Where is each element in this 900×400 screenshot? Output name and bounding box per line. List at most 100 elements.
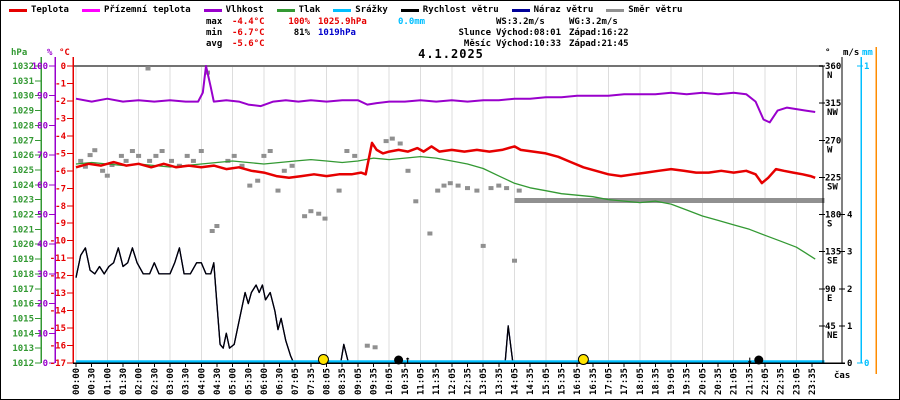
- direction-tick-label: 180: [825, 211, 841, 221]
- x-tick-label: 02:30: [150, 368, 160, 395]
- direction-tick-label: 270: [825, 136, 841, 146]
- x-tick-label: 08:35: [338, 368, 348, 395]
- x-tick-label: 17:05: [604, 368, 614, 395]
- humidity-tick-label: 60: [37, 181, 48, 191]
- x-axis-name: čas: [834, 371, 851, 381]
- pressure-tick-label: 1027: [12, 136, 34, 146]
- x-tick-label: 20:05: [698, 368, 708, 395]
- wind-direction-dot: [123, 158, 129, 163]
- x-tick-label: 16:05: [573, 368, 583, 395]
- wind-direction-dot: [82, 164, 88, 169]
- legend-item-teplota: Teplota: [9, 5, 69, 15]
- smer-vetru-line-swatch-icon: [606, 8, 625, 12]
- x-tick-label: 12:05: [448, 368, 458, 395]
- wind-direction-dot: [316, 211, 322, 216]
- pressure-tick-label: 1012: [12, 359, 34, 369]
- vlhkost-line-swatch-icon: [203, 8, 222, 12]
- tlak-line: [75, 155, 816, 260]
- direction-tick-label: 225: [825, 173, 841, 183]
- wind-tick-label: 2: [847, 285, 852, 295]
- wind-direction-dot: [100, 168, 106, 173]
- legend-item-tlak: Tlak: [276, 5, 321, 15]
- wind-direction-dot: [465, 186, 470, 191]
- temperature-tick-label: -10: [50, 237, 66, 247]
- rychlost-v-tru-line: [75, 247, 825, 364]
- wind-direction-dot: [455, 183, 461, 188]
- temperature-tick-label: -7: [55, 184, 66, 194]
- legend-item-srazky: Srážky: [333, 5, 388, 15]
- direction-letter-label: NW: [827, 108, 838, 118]
- x-tick-label: 22:35: [777, 368, 787, 395]
- wind-direction-dot: [184, 153, 190, 158]
- x-tick-label: 16:35: [589, 368, 599, 395]
- wind-direction-dot: [198, 149, 204, 153]
- stats-row-max: max -4.4°C 100% 1025.9hPa 0.0mm: [206, 17, 425, 28]
- stats-row-wind: WS:3.2m/s WG:3.2m/s: [449, 17, 629, 28]
- wind-direction-dot: [104, 173, 110, 178]
- legend-label: Vlhkost: [225, 5, 264, 15]
- humidity-axis-header: %: [47, 48, 53, 58]
- x-tick-label: 10:05: [385, 368, 395, 395]
- min-pressure: 1019hPa: [318, 28, 356, 38]
- wind-direction-dot: [383, 139, 389, 144]
- temperature-tick-label: 0: [61, 62, 66, 72]
- pressure-tick-label: 1029: [12, 107, 34, 117]
- direction-letter-label: SW: [827, 182, 838, 192]
- wind-direction-dot: [190, 158, 196, 163]
- wind-direction-dot: [169, 158, 174, 163]
- wind-direction-dot: [289, 163, 295, 168]
- direction-letter-label: W: [827, 145, 833, 155]
- wind-direction-dot: [488, 186, 494, 191]
- legend-label: Teplota: [31, 5, 69, 15]
- rychlost-vetru-line-swatch-icon: [400, 8, 419, 12]
- legend-label: Tlak: [298, 5, 321, 15]
- x-tick-label: 09:35: [370, 368, 380, 395]
- wind-direction-dot: [209, 229, 215, 233]
- wind-direction-dot: [147, 158, 153, 163]
- wind-direction-dot: [78, 158, 84, 163]
- wind-direction-dot: [364, 343, 370, 348]
- pressure-tick-label: 1023: [12, 196, 34, 206]
- x-tick-label: 18:35: [651, 368, 661, 395]
- temperature-tick-label: -8: [55, 202, 66, 212]
- wind-direction-dot: [352, 153, 358, 158]
- stats-row-avg: avg -5.6°C: [206, 39, 425, 50]
- wind-direction-dot: [136, 153, 142, 158]
- teplota-line-swatch-icon: [9, 8, 27, 12]
- x-tick-label: 08:05: [323, 368, 333, 395]
- pressure-tick-label: 1021: [12, 225, 34, 235]
- chart-date-title: 4.1.2025: [418, 47, 484, 61]
- min-temperature: -6.7°C: [232, 28, 265, 38]
- wind-direction-dot: [261, 153, 267, 158]
- x-tick-label: 04:00: [197, 368, 207, 395]
- x-tick-label: 14:35: [526, 368, 536, 395]
- wind-sun-moon-info: WS:3.2m/s WG:3.2m/s Slunce Východ:08:01 Záp…: [449, 17, 629, 50]
- temperature-tick-label: -6: [55, 167, 66, 177]
- rain-axis-header: mm: [862, 48, 873, 58]
- direction-tick-label: 360: [825, 62, 841, 72]
- avg-label: avg: [206, 39, 223, 49]
- x-tick-label: 21:05: [730, 368, 740, 395]
- wind-speed-max: WS:3.2m/s: [496, 17, 545, 27]
- x-tick-label: 13:05: [479, 368, 489, 395]
- wind-direction-dot: [247, 183, 253, 188]
- direction-tick-label: 45: [825, 322, 836, 332]
- x-tick-label: 00:00: [72, 368, 82, 395]
- direction-letter-label: SE: [827, 257, 838, 267]
- x-tick-label: 01:00: [103, 368, 113, 395]
- wind-direction-dot: [255, 178, 261, 183]
- wind-direction-dot: [118, 153, 124, 158]
- x-tick-label: 19:35: [683, 368, 693, 395]
- wind-direction-dot: [159, 149, 165, 153]
- legend-item-vlhkost: Vlhkost: [203, 5, 264, 15]
- x-tick-label: 13:35: [495, 368, 505, 395]
- sunset-sun-icon: [577, 354, 589, 365]
- temperature-tick-label: -12: [50, 272, 66, 282]
- temperature-tick-label: -17: [50, 359, 66, 369]
- pressure-tick-label: 1030: [12, 92, 34, 102]
- x-tick-label: 02:00: [135, 368, 145, 395]
- wind-tick-label: 1: [847, 322, 852, 332]
- wind-direction-dot: [92, 148, 98, 153]
- wind-direction-dot: [322, 216, 328, 221]
- direction-tick-label: 315: [825, 99, 841, 109]
